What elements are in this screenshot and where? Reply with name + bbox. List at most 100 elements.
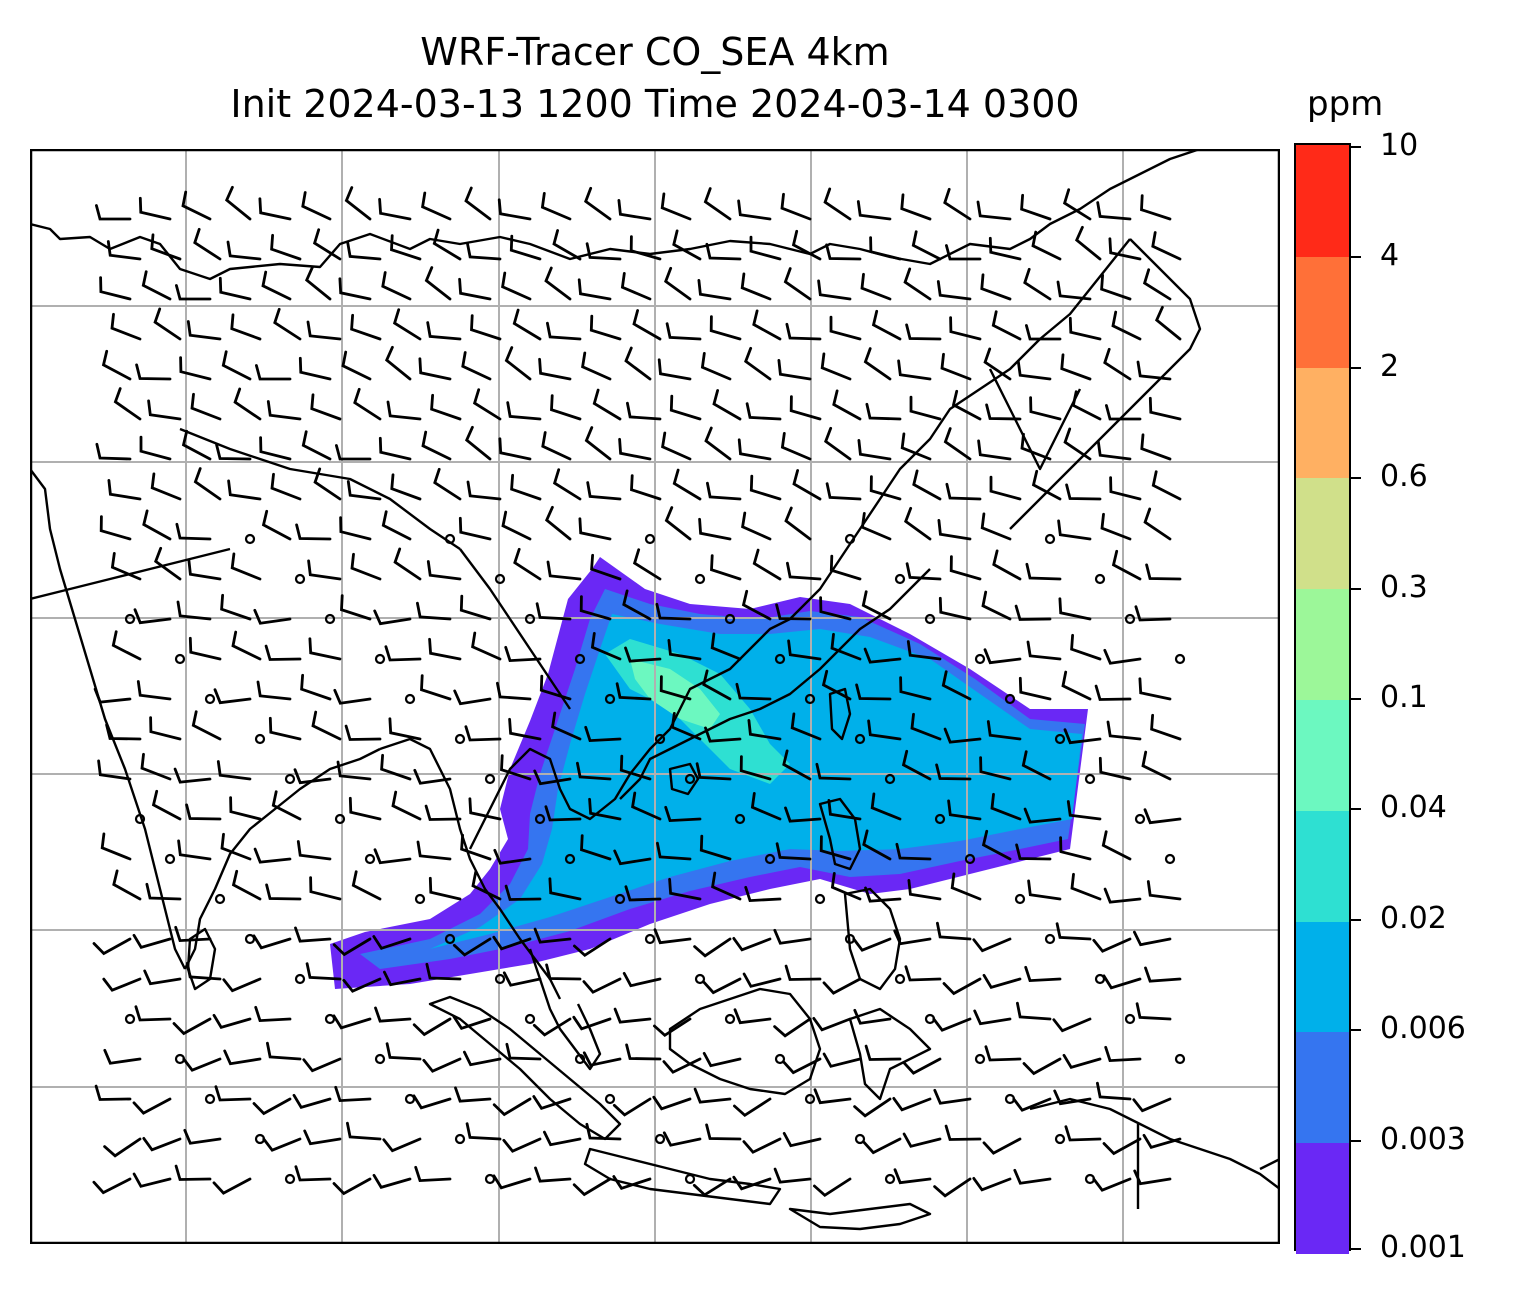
calm-wind-marker <box>1174 1053 1186 1065</box>
calm-wind-marker <box>894 973 906 985</box>
wind-barb <box>706 481 742 501</box>
calm-wind-marker <box>654 1133 666 1145</box>
wind-barb <box>982 1137 1022 1155</box>
wind-barb <box>693 937 732 958</box>
wind-barb <box>1135 1002 1172 1021</box>
wind-barb <box>346 1121 382 1141</box>
calm-wind-marker <box>1054 1133 1066 1145</box>
wind-barb <box>784 506 812 541</box>
wind-barb <box>981 590 1012 621</box>
wind-barb <box>174 925 212 943</box>
wind-barb <box>212 1013 252 1029</box>
wind-barb <box>309 876 342 901</box>
wind-barb <box>976 200 1012 221</box>
wind-barb <box>783 267 812 301</box>
wind-barb <box>339 516 372 541</box>
wind-barb <box>710 554 742 581</box>
wind-barb <box>229 796 262 821</box>
wind-barb <box>983 347 1012 381</box>
wind-barb <box>141 270 172 301</box>
wind-barb <box>273 307 302 341</box>
wind-barb <box>972 937 1012 953</box>
calm-wind-marker <box>1174 653 1186 665</box>
wind-barb <box>1109 476 1142 501</box>
wind-barb <box>344 724 382 741</box>
wind-barb <box>709 315 742 341</box>
calm-wind-marker <box>734 813 746 825</box>
calm-wind-marker <box>204 1093 216 1105</box>
wind-barb <box>420 674 452 701</box>
wind-barb <box>226 240 262 261</box>
calm-wind-marker <box>1044 533 1056 545</box>
wind-barb <box>752 309 782 341</box>
wind-barb <box>94 1084 132 1101</box>
calm-wind-marker <box>854 1133 866 1145</box>
wind-barb <box>301 191 332 221</box>
coastline-india-west <box>30 468 187 970</box>
wind-barb <box>853 1097 892 1118</box>
wind-barb <box>459 594 492 621</box>
wind-barb <box>508 717 542 741</box>
wind-barb <box>1059 836 1092 861</box>
wind-barb <box>539 674 572 701</box>
wind-barb <box>1111 310 1142 341</box>
wind-barb <box>453 689 492 706</box>
wind-barb <box>1104 1045 1142 1063</box>
wind-barb <box>622 589 652 621</box>
calm-wind-marker <box>774 653 786 665</box>
wind-barb <box>1012 1097 1052 1112</box>
wind-barb <box>190 392 222 421</box>
wind-barb <box>540 192 572 221</box>
wind-barb <box>295 523 332 541</box>
colorbar-tick-label: 2 <box>1380 348 1400 384</box>
wind-barb <box>950 872 982 901</box>
wind-barb <box>699 834 732 861</box>
calm-wind-marker <box>774 1053 786 1065</box>
wind-barb <box>150 472 182 501</box>
wind-barb <box>1096 1081 1132 1101</box>
wind-barb <box>224 185 252 221</box>
wind-barb <box>862 829 892 861</box>
wind-barb <box>584 186 612 221</box>
calm-wind-marker <box>124 613 136 625</box>
wind-barb <box>572 1177 612 1197</box>
wind-barb <box>702 977 742 995</box>
wind-barb <box>412 1094 452 1110</box>
calm-wind-marker <box>694 573 706 585</box>
coastline-malay-peninsula <box>528 948 602 1071</box>
calm-wind-marker <box>574 1053 586 1065</box>
calm-wind-marker <box>454 1133 466 1145</box>
wind-barb <box>870 792 902 821</box>
wind-barb <box>182 1057 222 1072</box>
wind-barb <box>465 1122 502 1141</box>
wind-barb <box>374 1006 412 1023</box>
wind-barb <box>631 791 662 821</box>
wind-barb <box>350 552 382 581</box>
wind-barb <box>745 402 782 421</box>
wind-barb <box>252 934 292 950</box>
wind-barb <box>733 1008 772 1025</box>
colorbar-tick-label: 0.02 <box>1380 900 1447 936</box>
colorbar-segment <box>1296 1031 1349 1144</box>
calm-wind-marker <box>854 733 866 745</box>
wind-barb <box>577 278 612 301</box>
colorbar-tick <box>1351 366 1361 369</box>
wind-barb <box>1061 670 1092 701</box>
wind-barb <box>664 266 692 301</box>
wind-barb <box>1016 1001 1052 1021</box>
wind-barb <box>900 193 932 221</box>
map-border <box>30 149 1280 1244</box>
wind-barb <box>1150 713 1182 741</box>
colorbar <box>1294 143 1351 1254</box>
calm-wind-marker <box>1164 853 1176 865</box>
wind-barb <box>1142 1133 1182 1149</box>
wind-barb <box>464 725 502 742</box>
wind-barb <box>509 234 542 261</box>
wind-barb <box>1141 750 1172 781</box>
wind-barb <box>813 1088 852 1105</box>
wind-barb <box>705 242 742 261</box>
wind-barb <box>580 834 612 861</box>
wind-barb <box>261 509 292 541</box>
wind-barb <box>215 443 252 461</box>
colorbar-tick-label: 0.6 <box>1380 459 1428 495</box>
